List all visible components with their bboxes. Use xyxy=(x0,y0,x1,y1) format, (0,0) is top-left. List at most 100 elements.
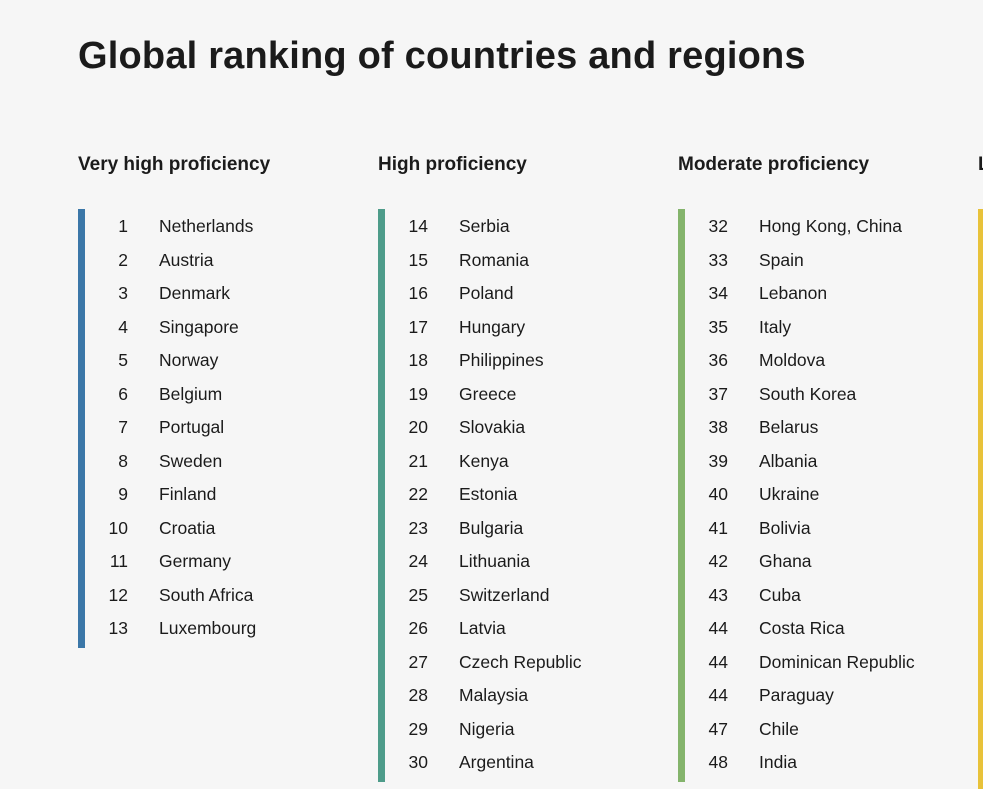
rank-number: 34 xyxy=(708,283,728,303)
ranking-row: 44 Costa Rica xyxy=(685,612,915,646)
country-name: Slovakia xyxy=(459,417,526,437)
rank-number: 32 xyxy=(708,216,728,236)
column-low-proficiency: L xyxy=(978,152,983,789)
country-name: Philippines xyxy=(459,350,544,370)
country-name: Romania xyxy=(459,249,530,270)
country-name: Bulgaria xyxy=(459,517,524,538)
rank-number: 30 xyxy=(408,752,428,772)
country-name: Denmark xyxy=(159,283,230,303)
ranking-row: 12 South Africa xyxy=(85,579,256,613)
ranking-row: 19 Greece xyxy=(385,378,582,412)
ranking-row: 3 Denmark xyxy=(85,277,256,311)
country-name: Kenya xyxy=(459,450,509,471)
column-very-high-proficiency: Very high proficiency 1 Netherlands 2 Austr… xyxy=(78,152,368,648)
rank-number: 44 xyxy=(708,651,728,672)
ranking-row: 34 Lebanon xyxy=(685,277,915,311)
country-name: Malaysia xyxy=(459,685,529,705)
rank-number: 39 xyxy=(708,450,728,471)
rank-number: 3 xyxy=(118,283,128,303)
ranking-row: 15 Romania xyxy=(385,244,582,278)
ranking-row: 13 Luxembourg xyxy=(85,612,257,646)
country-name: Belgium xyxy=(159,383,223,404)
country-name: Paraguay xyxy=(759,685,834,705)
ranking-row: 18 Philippines xyxy=(385,344,582,378)
rank-number: 19 xyxy=(408,383,428,404)
ranking-row: 28 Malaysia xyxy=(385,679,582,713)
country-name: Austria xyxy=(159,249,214,270)
ranking-row: 20 Slovakia xyxy=(385,411,582,445)
rank-number: 37 xyxy=(708,383,728,404)
rank-number: 42 xyxy=(708,551,728,571)
country-name: Sweden xyxy=(159,450,223,471)
column-moderate-proficiency: Moderate proficiency 32 Hong Kong, China 3… xyxy=(678,152,968,782)
ranking-row: 36 Moldova xyxy=(685,344,915,378)
ranking-row: 26 Latvia xyxy=(385,612,582,646)
country-name: Moldova xyxy=(759,350,826,370)
rank-number: 40 xyxy=(708,484,728,504)
country-name: Albania xyxy=(759,450,818,471)
rank-number: 9 xyxy=(118,484,128,504)
rank-number: 8 xyxy=(118,450,128,471)
country-name: Costa Rica xyxy=(759,618,845,638)
page-title: Global ranking of countries and regions xyxy=(78,35,806,77)
rank-number: 41 xyxy=(708,517,728,538)
ranking-row: 38 Belarus xyxy=(685,411,915,445)
ranking-row: 23 Bulgaria xyxy=(385,512,582,546)
ranking-row: 2 Austria xyxy=(85,244,256,278)
column-heading: High proficiency xyxy=(378,154,527,175)
rank-number: 4 xyxy=(118,316,128,337)
country-name: Hong Kong, China xyxy=(759,216,903,236)
ranking-row: 22 Estonia xyxy=(385,478,582,512)
rank-number: 20 xyxy=(408,417,428,437)
rank-number: 36 xyxy=(708,350,728,370)
rank-number: 23 xyxy=(408,517,428,538)
country-name: Bolivia xyxy=(759,517,811,538)
rank-number: 5 xyxy=(118,350,128,370)
country-name: Lithuania xyxy=(459,551,531,571)
country-name: Germany xyxy=(159,551,231,571)
rank-number: 38 xyxy=(708,417,728,437)
ranking-row: 48 India xyxy=(685,746,915,780)
ranking-row: 4 Singapore xyxy=(85,311,256,345)
country-name: Argentina xyxy=(459,752,534,772)
ranking-row: 44 Paraguay xyxy=(685,679,915,713)
rank-number: 24 xyxy=(408,551,428,571)
ranking-row: 21 Kenya xyxy=(385,445,582,479)
country-name: Spain xyxy=(759,249,804,270)
ranking-row: 40 Ukraine xyxy=(685,478,915,512)
ranking-row: 5 Norway xyxy=(85,344,256,378)
country-name: South Korea xyxy=(759,383,857,404)
rank-number: 27 xyxy=(408,651,428,672)
ranking-row: 33 Spain xyxy=(685,244,915,278)
ranking-row: 37 South Korea xyxy=(685,378,915,412)
ranking-row: 11 Germany xyxy=(85,545,256,579)
rank-number: 25 xyxy=(408,584,428,605)
column-heading: Very high proficiency xyxy=(78,154,271,175)
rank-number: 26 xyxy=(408,618,428,638)
country-name: Greece xyxy=(459,383,517,404)
rank-number: 6 xyxy=(118,383,128,404)
country-name: Luxembourg xyxy=(159,618,257,638)
ranking-row: 30 Argentina xyxy=(385,746,582,780)
ranking-row: 7 Portugal xyxy=(85,411,256,445)
ranking-row: 29 Nigeria xyxy=(385,713,582,747)
rank-number: 44 xyxy=(708,685,728,705)
rank-number: 17 xyxy=(408,316,428,337)
country-name: Finland xyxy=(159,484,217,504)
ranking-row: 44 Dominican Republic xyxy=(685,646,915,680)
rank-number: 14 xyxy=(408,216,428,236)
rank-list: 14 Serbia 15 Romania 16 Poland 17 Hungary 18 Phil… xyxy=(378,209,582,782)
rank-number: 11 xyxy=(109,551,128,571)
rank-number: 47 xyxy=(708,718,728,739)
rank-list xyxy=(978,209,983,789)
ranking-row: 1 Netherlands xyxy=(85,210,256,244)
ranking-row: 24 Lithuania xyxy=(385,545,582,579)
ranking-row: 35 Italy xyxy=(685,311,915,345)
country-name: Singapore xyxy=(159,316,239,337)
country-name: Italy xyxy=(759,316,792,337)
country-name: Netherlands xyxy=(159,216,254,236)
rank-number: 22 xyxy=(408,484,428,504)
country-name: Poland xyxy=(459,283,514,303)
rank-number: 28 xyxy=(408,685,428,705)
country-name: Dominican Republic xyxy=(759,651,915,672)
